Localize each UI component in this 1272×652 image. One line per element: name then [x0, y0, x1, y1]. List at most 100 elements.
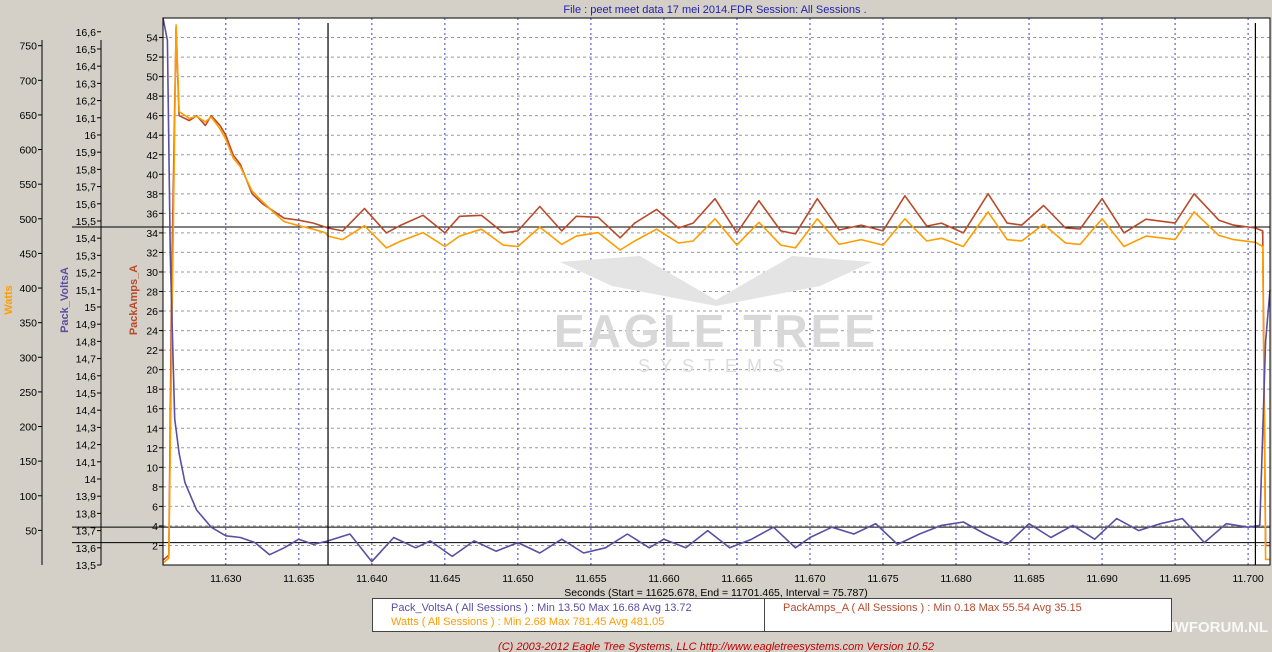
- amps-tick-label: 38: [146, 189, 158, 201]
- amps-axis-label: PackAmps_A: [128, 265, 140, 335]
- x-tick-label: 11.700: [1232, 573, 1263, 585]
- volts-tick-label: 13,9: [76, 491, 97, 503]
- legend-watts: Watts ( All Sessions ) : Min 2.68 Max 78…: [391, 616, 665, 628]
- x-tick-label: 11.680: [940, 573, 971, 585]
- volts-tick-label: 13,5: [76, 560, 97, 572]
- volts-tick-label: 16,1: [76, 113, 97, 125]
- volts-tick-label: 15: [84, 302, 96, 314]
- x-tick-label: 11.650: [502, 573, 533, 585]
- series-volts: [162, 17, 1271, 563]
- volts-tick-label: 16,6: [76, 27, 97, 39]
- watts-tick-label: 350: [19, 318, 37, 330]
- amps-tick-label: 52: [146, 52, 158, 64]
- watts-axis-label: Watts: [3, 285, 15, 315]
- volts-tick-label: 14: [84, 474, 96, 486]
- volts-tick-label: 14,3: [76, 422, 97, 434]
- volts-tick-label: 16,4: [76, 61, 97, 73]
- amps-tick-label: 46: [146, 111, 158, 123]
- volts-tick-label: 13,8: [76, 508, 97, 520]
- chart-title: File : peet meet data 17 mei 2014.FDR Se…: [563, 4, 866, 16]
- amps-tick-label: 34: [146, 228, 158, 240]
- volts-tick-label: 15,2: [76, 268, 97, 280]
- legend-volts: Pack_VoltsA ( All Sessions ) : Min 13.50…: [391, 602, 692, 614]
- watts-tick-label: 450: [19, 248, 37, 260]
- amps-tick-label: 6: [152, 501, 158, 513]
- watermark-subtext: SYSTEMS: [638, 356, 794, 376]
- volts-tick-label: 15,4: [76, 233, 97, 245]
- plot-frame: [162, 17, 1271, 566]
- watts-tick-label: 600: [19, 145, 37, 157]
- footer-text: (C) 2003-2012 Eagle Tree Systems, LLC ht…: [498, 641, 934, 652]
- amps-tick-label: 44: [146, 130, 158, 142]
- x-tick-label: 11.665: [721, 573, 752, 585]
- volts-tick-label: 13,7: [76, 526, 97, 538]
- amps-tick-label: 42: [146, 150, 158, 162]
- amps-tick-label: 36: [146, 208, 158, 220]
- volts-tick-label: 14,1: [76, 457, 97, 469]
- amps-tick-label: 14: [146, 423, 158, 435]
- series-amps: [162, 27, 1270, 561]
- amps-tick-label: 32: [146, 247, 158, 259]
- watts-tick-label: 650: [19, 110, 37, 122]
- watts-tick-label: 250: [19, 387, 37, 399]
- watts-tick-label: 300: [19, 352, 37, 364]
- volts-tick-label: 14,7: [76, 354, 97, 366]
- amps-tick-label: 12: [146, 443, 158, 455]
- x-tick-label: 11.660: [648, 573, 679, 585]
- series-watts: [162, 24, 1270, 564]
- amps-tick-label: 26: [146, 306, 158, 318]
- volts-tick-label: 13,6: [76, 543, 97, 555]
- volts-tick-label: 16: [84, 130, 96, 142]
- amps-tick-label: 2: [152, 540, 158, 552]
- volts-tick-label: 14,5: [76, 388, 97, 400]
- x-tick-label: 11.690: [1086, 573, 1117, 585]
- watts-tick-label: 550: [19, 179, 37, 191]
- amps-tick-label: 54: [146, 33, 158, 45]
- volts-tick-label: 15,5: [76, 216, 97, 228]
- watts-tick-label: 700: [19, 75, 37, 87]
- x-axis-label: Seconds (Start = 11625.678, End = 11701.…: [564, 587, 867, 599]
- amps-tick-label: 10: [146, 462, 158, 474]
- amps-tick-label: 20: [146, 365, 158, 377]
- volts-tick-label: 16,5: [76, 44, 97, 56]
- amps-tick-label: 24: [146, 326, 158, 338]
- amps-tick-label: 40: [146, 169, 158, 181]
- volts-tick-label: 16,3: [76, 78, 97, 90]
- x-tick-label: 11.630: [210, 573, 241, 585]
- legend-box-right: PackAmps_A ( All Sessions ) : Min 0.18 M…: [764, 598, 1172, 632]
- watermark-text: EAGLE TREE: [554, 305, 878, 357]
- watts-tick-label: 400: [19, 283, 37, 295]
- legend-amps: PackAmps_A ( All Sessions ) : Min 0.18 M…: [783, 602, 1082, 614]
- volts-tick-label: 14,2: [76, 440, 97, 452]
- watts-tick-label: 150: [19, 456, 37, 468]
- watts-tick-label: 50: [25, 525, 37, 537]
- amps-tick-label: 22: [146, 345, 158, 357]
- amps-tick-label: 48: [146, 91, 158, 103]
- volts-tick-label: 14,6: [76, 371, 97, 383]
- x-tick-label: 11.635: [283, 573, 314, 585]
- amps-tick-label: 8: [152, 482, 158, 494]
- x-tick-label: 11.645: [429, 573, 460, 585]
- volts-tick-label: 15,9: [76, 147, 97, 159]
- volts-tick-label: 15,7: [76, 182, 97, 194]
- volts-tick-label: 15,8: [76, 164, 97, 176]
- volts-tick-label: 14,9: [76, 319, 97, 331]
- x-tick-label: 11.640: [356, 573, 387, 585]
- x-tick-label: 11.655: [575, 573, 606, 585]
- watts-tick-label: 500: [19, 214, 37, 226]
- volts-tick-label: 14,4: [76, 405, 97, 417]
- volts-tick-label: 15,1: [76, 285, 97, 297]
- x-tick-label: 11.670: [794, 573, 825, 585]
- volts-tick-label: 16,2: [76, 96, 97, 108]
- x-tick-label: 11.685: [1013, 573, 1044, 585]
- volts-tick-label: 15,6: [76, 199, 97, 211]
- legend-box-left: Pack_VoltsA ( All Sessions ) : Min 13.50…: [372, 598, 774, 632]
- amps-tick-label: 16: [146, 404, 158, 416]
- watts-tick-label: 100: [19, 491, 37, 503]
- amps-tick-label: 28: [146, 287, 158, 299]
- watts-tick-label: 750: [19, 41, 37, 53]
- watts-tick-label: 200: [19, 422, 37, 434]
